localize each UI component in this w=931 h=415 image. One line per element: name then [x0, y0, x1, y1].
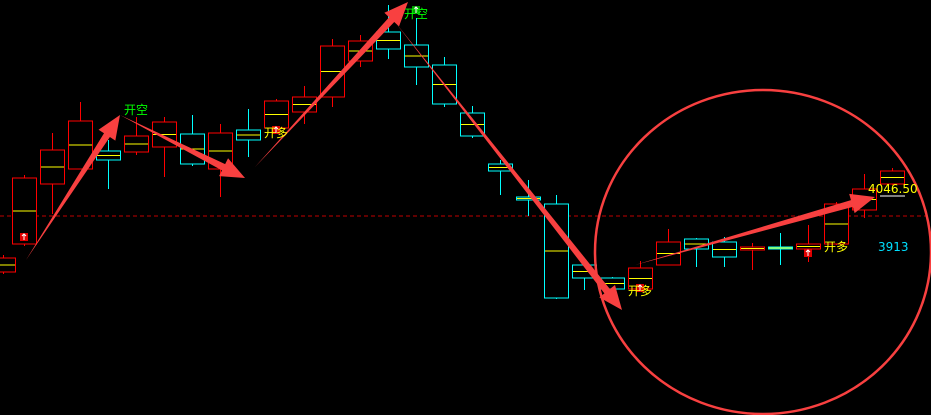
arrow-marker-icon	[21, 233, 27, 240]
signal-open-short-1: 开空	[124, 103, 149, 117]
signal-open-long-2: 开多	[628, 284, 653, 298]
arrow-marker-icon	[805, 249, 811, 256]
annotation-arrow	[635, 193, 875, 265]
annotation-arrow	[120, 115, 245, 178]
price-label: 4046.50	[868, 182, 918, 196]
arrow-marker-icon	[637, 284, 643, 291]
annotation-arrow	[395, 22, 622, 310]
side-value-label: 3913	[878, 240, 909, 254]
arrow-marker-icon	[273, 126, 279, 133]
signal-open-long-1: 开多	[264, 126, 289, 140]
annotation-arrow	[255, 2, 408, 167]
annotation-arrow	[26, 115, 120, 260]
signal-open-long-3: 开多	[824, 240, 849, 254]
arrow-marker-icon	[413, 6, 419, 13]
signal-open-short-2: 开空	[404, 7, 429, 21]
annotation-circle	[593, 88, 931, 415]
